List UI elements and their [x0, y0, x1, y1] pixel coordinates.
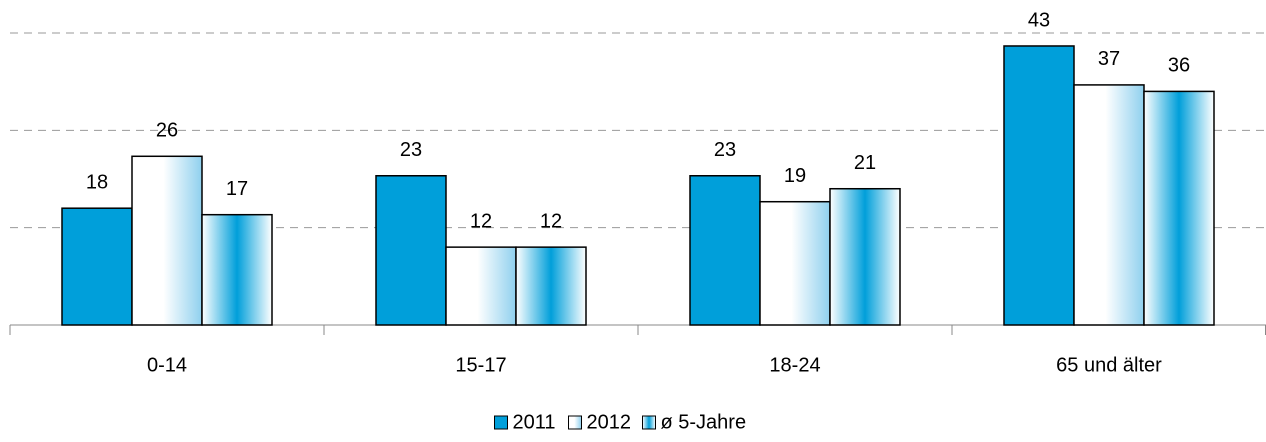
data-label: 36: [1168, 55, 1190, 77]
x-tick-label: 18-24: [769, 354, 820, 376]
x-tick-label: 0-14: [147, 354, 187, 376]
data-label: 43: [1028, 9, 1050, 31]
data-label: 18: [86, 171, 108, 193]
data-label: 23: [400, 139, 422, 161]
legend-swatch: [642, 415, 656, 430]
bar: [515, 246, 587, 326]
bar: [829, 187, 901, 326]
legend-swatch: [494, 415, 508, 430]
bar: [1143, 90, 1215, 326]
x-tick-label: 65 und älter: [1056, 354, 1162, 376]
data-label: 26: [156, 120, 178, 142]
bar: [61, 207, 133, 326]
bar: [689, 175, 761, 326]
data-label: 12: [470, 210, 492, 232]
legend-label: ø 5-Jahre: [661, 411, 747, 433]
bar: [375, 175, 447, 326]
bar: [1073, 84, 1145, 326]
data-label: 12: [540, 210, 562, 232]
data-label: 37: [1098, 48, 1120, 70]
legend-label: 2012: [587, 411, 632, 433]
bar: [1003, 45, 1075, 326]
bar: [759, 200, 831, 326]
bar: [445, 246, 517, 326]
bar: [131, 155, 203, 326]
data-label: 23: [714, 139, 736, 161]
legend-swatch: [568, 415, 582, 430]
data-label: 19: [784, 165, 806, 187]
data-label: 21: [854, 152, 876, 174]
bar: [201, 213, 273, 326]
data-label: 17: [226, 178, 248, 200]
x-tick-label: 15-17: [455, 354, 506, 376]
legend-label: 2011: [513, 411, 556, 433]
